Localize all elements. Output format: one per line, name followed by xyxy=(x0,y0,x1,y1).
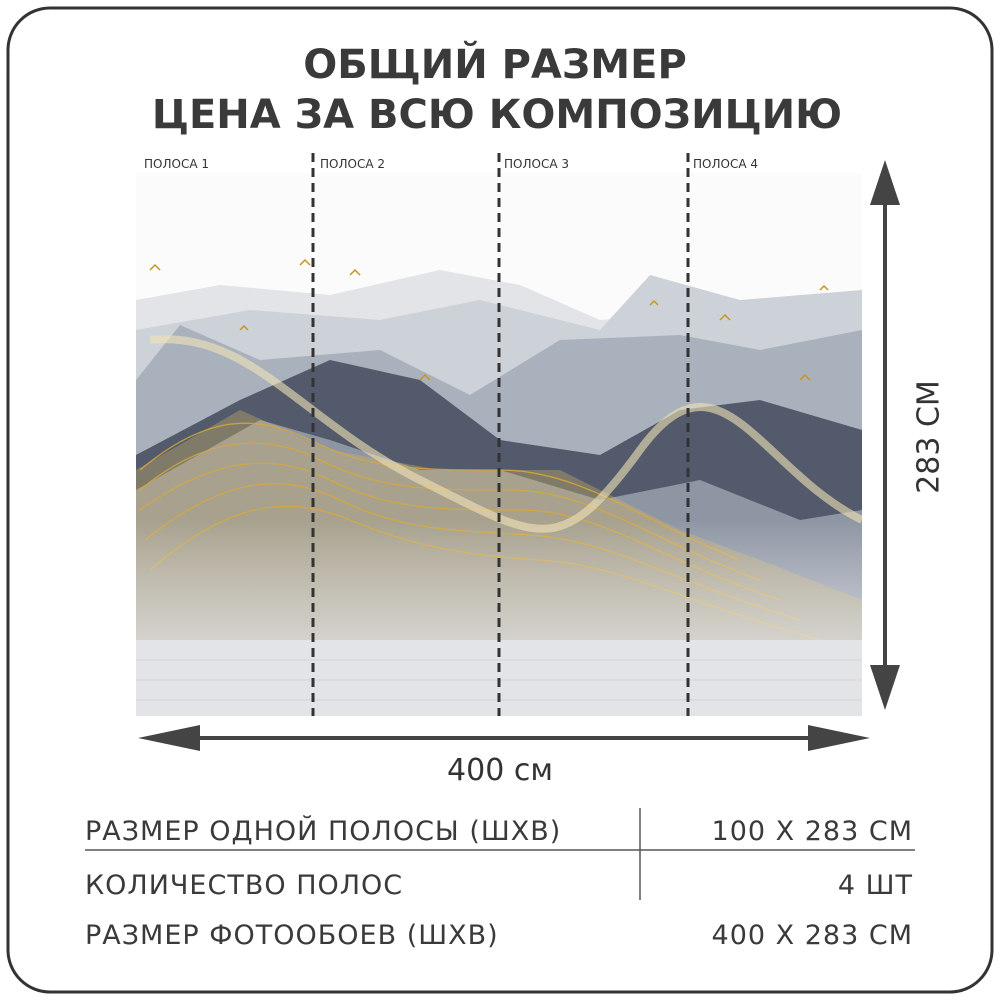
row-label: РАЗМЕР ФОТООБОЕВ (ШХВ) xyxy=(85,920,499,951)
width-arrow xyxy=(138,725,870,751)
row-label: РАЗМЕР ОДНОЙ ПОЛОСЫ (ШХВ) xyxy=(85,815,561,847)
strip-label: ПОЛОСА 4 xyxy=(693,157,758,171)
title-line: ЦЕНА ЗА ВСЮ КОМПОЗИЦИЮ xyxy=(152,92,842,138)
strip-label: ПОЛОСА 1 xyxy=(144,157,209,171)
title-line: ОБЩИЙ РАЗМЕР xyxy=(303,40,687,88)
width-label: 400 см xyxy=(447,753,553,788)
height-arrow xyxy=(870,160,900,710)
table-lines xyxy=(85,808,915,900)
height-label: 283 СМ xyxy=(912,380,947,494)
row-value: 100 Х 283 СМ xyxy=(712,816,913,847)
strip-dividers xyxy=(311,153,690,716)
wallpaper-image xyxy=(136,153,862,716)
row-value: 400 Х 283 СМ xyxy=(712,920,913,951)
row-label: КОЛИЧЕСТВО ПОЛОС xyxy=(85,870,403,901)
strip-label: ПОЛОСА 3 xyxy=(504,157,569,171)
row-value: 4 ШТ xyxy=(838,870,913,901)
strip-label: ПОЛОСА 2 xyxy=(320,157,385,171)
